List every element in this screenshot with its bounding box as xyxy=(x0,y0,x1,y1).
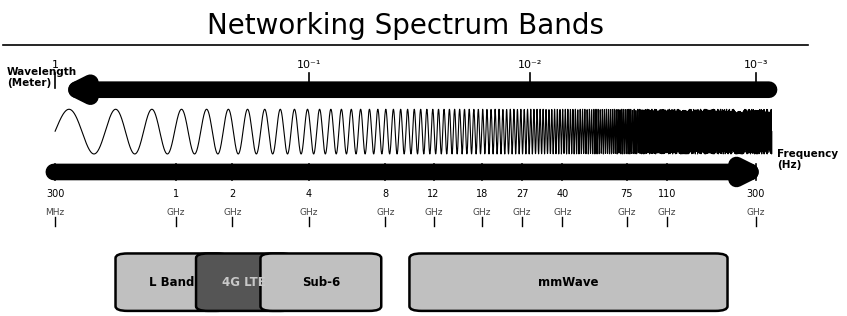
Text: GHz: GHz xyxy=(167,208,185,217)
Text: 8: 8 xyxy=(382,189,388,199)
Text: mmWave: mmWave xyxy=(538,276,599,289)
Text: 40: 40 xyxy=(556,189,568,199)
Text: Sub-6: Sub-6 xyxy=(302,276,340,289)
Text: 2: 2 xyxy=(230,189,235,199)
Text: 18: 18 xyxy=(476,189,488,199)
Text: 110: 110 xyxy=(658,189,676,199)
Text: GHz: GHz xyxy=(473,208,491,217)
Text: Wavelength
(Meter): Wavelength (Meter) xyxy=(7,67,77,88)
Text: GHz: GHz xyxy=(424,208,443,217)
FancyBboxPatch shape xyxy=(409,253,728,311)
Text: L Band: L Band xyxy=(149,276,195,289)
Text: GHz: GHz xyxy=(617,208,636,217)
Text: 10⁻²: 10⁻² xyxy=(518,59,542,70)
FancyBboxPatch shape xyxy=(196,253,293,311)
Text: Networking Spectrum Bands: Networking Spectrum Bands xyxy=(207,12,604,40)
Text: 1: 1 xyxy=(52,59,58,70)
Text: GHz: GHz xyxy=(223,208,241,217)
Text: 75: 75 xyxy=(621,189,633,199)
Text: 10⁻¹: 10⁻¹ xyxy=(296,59,321,70)
Text: 300: 300 xyxy=(746,189,765,199)
Text: GHz: GHz xyxy=(553,208,572,217)
Text: 4: 4 xyxy=(306,189,312,199)
Text: GHz: GHz xyxy=(513,208,531,217)
Text: 1: 1 xyxy=(173,189,179,199)
FancyBboxPatch shape xyxy=(261,253,381,311)
Text: Frequency
(Hz): Frequency (Hz) xyxy=(778,149,839,170)
Text: MHz: MHz xyxy=(46,208,64,217)
Text: 12: 12 xyxy=(428,189,440,199)
Text: GHz: GHz xyxy=(376,208,395,217)
Text: 300: 300 xyxy=(46,189,64,199)
Text: GHz: GHz xyxy=(746,208,765,217)
Text: 10⁻³: 10⁻³ xyxy=(744,59,768,70)
Text: 27: 27 xyxy=(516,189,529,199)
FancyBboxPatch shape xyxy=(115,253,228,311)
Text: GHz: GHz xyxy=(300,208,318,217)
Text: 4G LTE: 4G LTE xyxy=(223,276,266,289)
Text: GHz: GHz xyxy=(658,208,677,217)
